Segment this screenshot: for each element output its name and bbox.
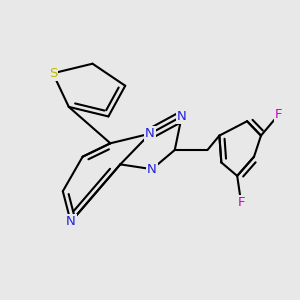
Text: N: N — [177, 110, 187, 123]
Text: N: N — [145, 127, 155, 140]
Text: N: N — [66, 215, 76, 228]
Text: F: F — [237, 196, 245, 209]
Text: F: F — [275, 108, 283, 121]
Text: S: S — [49, 67, 57, 80]
Text: N: N — [147, 163, 157, 176]
